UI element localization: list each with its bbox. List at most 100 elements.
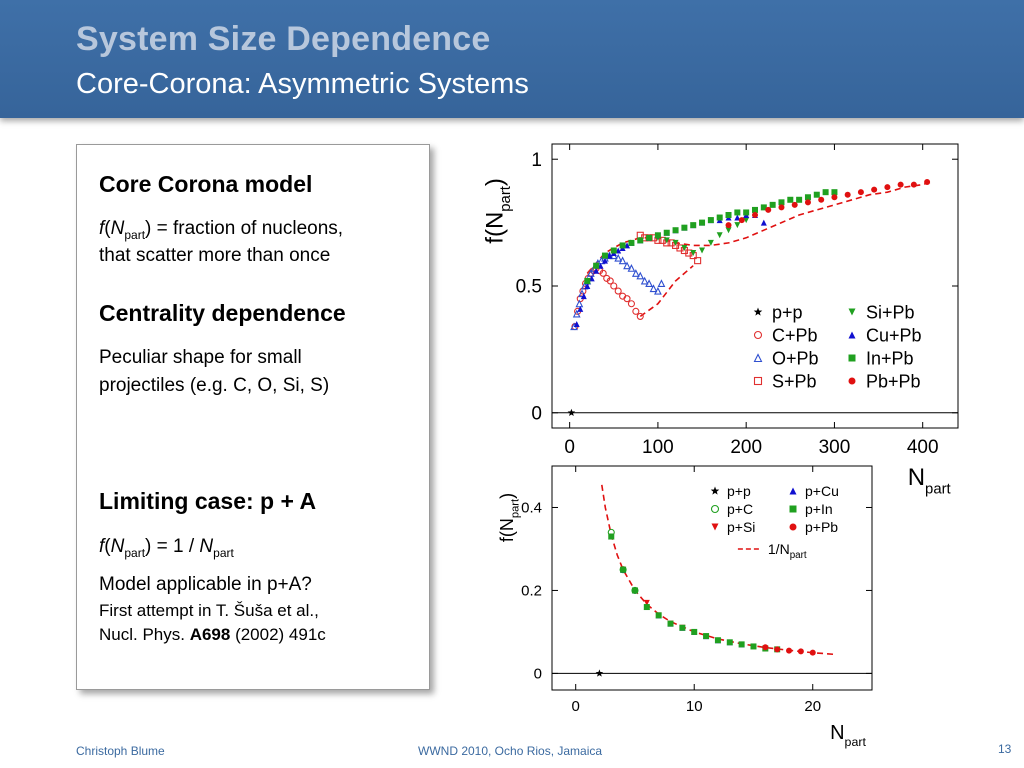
- core-corona-definition: f(Npart) = fraction of nucleons,: [99, 215, 343, 249]
- y-axis-label-subscript: part: [509, 498, 521, 518]
- point-c-pb: [606, 277, 614, 285]
- point-pb-pb: [752, 212, 758, 218]
- point-c-pb: [627, 300, 635, 308]
- point-in-pb: [646, 234, 653, 241]
- point-in-pb: [725, 212, 732, 218]
- point-p-in: [703, 633, 710, 640]
- n-symbol: N: [199, 536, 214, 557]
- centrality-text-line2: projectiles (e.g. C, O, Si, S): [99, 375, 330, 396]
- legend-label-p-p: p+p: [727, 483, 751, 499]
- legend-marker-p-in: [789, 505, 797, 513]
- point-si-pb: [734, 222, 741, 229]
- series-p-si: [608, 533, 686, 631]
- point-in-pb: [672, 227, 679, 234]
- x-tick-label: 200: [730, 437, 762, 458]
- y-tick-label: 0.5: [516, 277, 542, 298]
- point-c-pb: [632, 307, 640, 315]
- x-tick-label: 0: [564, 437, 575, 458]
- series-p-p: [567, 408, 576, 417]
- point-p-p: [595, 669, 604, 677]
- point-in-pb: [654, 232, 661, 239]
- limiting-case-equation: f(Npart) = 1 / Npart: [99, 533, 234, 567]
- reference-line2: Nucl. Phys. A698 (2002) 491c: [99, 623, 326, 647]
- point-in-pb: [593, 262, 600, 269]
- legend-label-in-pb: In+Pb: [866, 348, 914, 368]
- x-tick-label: 20: [804, 698, 821, 715]
- point-in-pb: [628, 239, 635, 246]
- legend-marker-p-si: [711, 523, 719, 531]
- point-o-pb: [631, 269, 640, 277]
- point-si-pb: [663, 237, 670, 244]
- centrality-heading: Centrality dependence: [99, 300, 346, 326]
- equation-mid: ) = 1 /: [145, 536, 200, 557]
- legend-label-p-pb: p+Pb: [805, 519, 838, 535]
- point-pb-pb: [778, 204, 785, 211]
- y-axis-label-main: f(N: [482, 212, 509, 244]
- point-p-in: [679, 624, 686, 631]
- point-o-pb: [572, 309, 581, 318]
- point-p-in: [643, 604, 650, 611]
- y-tick-label: 1: [531, 150, 542, 171]
- point-p-in: [726, 639, 733, 646]
- x-tick-label: 100: [642, 437, 674, 458]
- point-in-pb: [831, 189, 838, 196]
- point-pb-pb: [791, 201, 798, 208]
- point-si-pb: [690, 250, 697, 257]
- legend-label-p-cu: p+Cu: [805, 483, 839, 499]
- point-pb-pb: [884, 184, 891, 191]
- plot-frame: [551, 465, 873, 691]
- point-c-pb: [614, 287, 622, 295]
- series-in-pb: [584, 189, 838, 284]
- n-symbol: N: [110, 218, 125, 239]
- point-pb-pb: [871, 186, 878, 193]
- title-bar: System Size Dependence Core-Corona: Asym…: [0, 0, 1024, 118]
- y-tick-label: 0: [534, 666, 542, 683]
- legend-marker-p-p: [710, 486, 720, 495]
- point-in-pb: [601, 252, 608, 259]
- reference-pages: (2002) 491c: [230, 625, 326, 644]
- point-cu-pb: [734, 214, 741, 221]
- point-c-pb: [623, 295, 631, 303]
- legend-label-p-si: p+Si: [727, 519, 755, 535]
- point-pb-pb: [818, 196, 825, 203]
- point-o-pb: [627, 264, 636, 272]
- point-p-si: [643, 599, 650, 606]
- point-in-pb: [752, 206, 758, 213]
- model-curve-0: [586, 181, 932, 274]
- legend: p+p p+C p+Si p+Cu p+In p+Pb 1/Npart: [710, 483, 839, 561]
- reference-journal: Nucl. Phys.: [99, 625, 190, 644]
- point-pb-pb: [831, 194, 838, 201]
- legend-marker-c-pb: [753, 330, 763, 340]
- legend-marker-o-pb: [753, 353, 763, 363]
- point-in-pb: [707, 217, 714, 224]
- legend-marker-p-p: [753, 307, 763, 316]
- x-axis-label-subscript: part: [925, 481, 951, 497]
- point-si-pb: [672, 239, 679, 246]
- footer-author: Christoph Blume: [76, 744, 165, 758]
- legend-label-model-subscript: part: [790, 550, 807, 561]
- limiting-case-heading: Limiting case: p + A: [99, 488, 317, 514]
- legend-marker-si-pb: [848, 308, 856, 316]
- point-in-pb: [619, 242, 626, 249]
- point-pb-pb: [804, 199, 811, 206]
- x-tick-label: 300: [819, 437, 851, 458]
- point-in-pb: [760, 204, 767, 211]
- paren-open: (: [104, 218, 111, 239]
- point-p-pb: [774, 646, 781, 653]
- y-tick-label: 0.2: [521, 583, 542, 600]
- applicable-question: Model applicable in p+A?: [99, 574, 312, 595]
- core-corona-heading: Core Corona model: [99, 171, 313, 197]
- point-o-pb: [636, 271, 645, 280]
- n-symbol: N: [110, 536, 125, 557]
- reference-volume: A698: [189, 625, 231, 644]
- legend-marker-p-cu: [789, 487, 797, 495]
- point-in-pb: [734, 209, 741, 216]
- legend-marker-s-pb: [753, 376, 763, 386]
- point-pb-pb: [857, 189, 864, 196]
- f-symbol: f: [99, 536, 105, 557]
- point-o-pb: [575, 299, 584, 308]
- part-subscript: part: [124, 227, 146, 242]
- point-cu-pb: [573, 321, 580, 328]
- point-pb-pb: [765, 206, 772, 213]
- point-pb-pb: [844, 191, 851, 198]
